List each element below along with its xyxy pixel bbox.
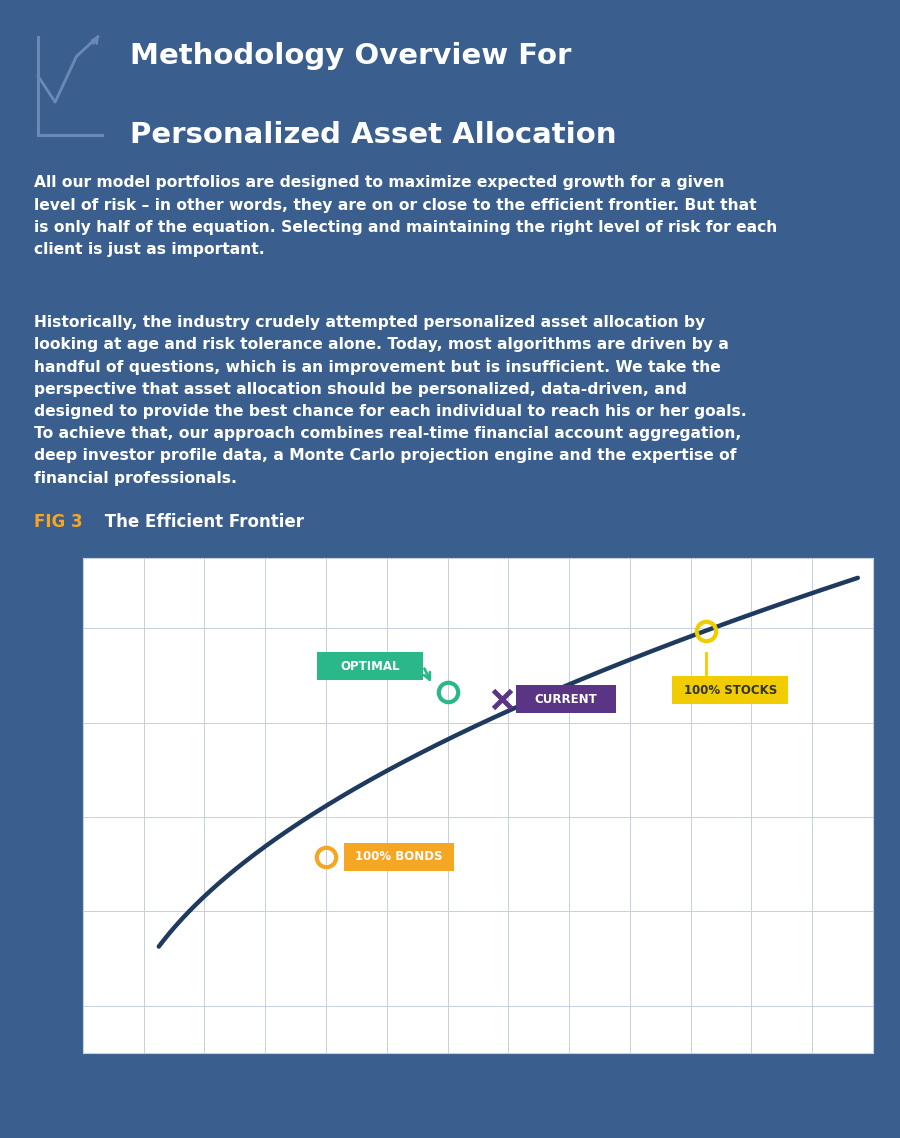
FancyBboxPatch shape <box>344 843 454 871</box>
Text: FIG 3: FIG 3 <box>34 513 83 530</box>
Text: HISTORICAL ANNUAL RETURN >: HISTORICAL ANNUAL RETURN > <box>4 694 17 916</box>
FancyBboxPatch shape <box>317 652 423 681</box>
FancyBboxPatch shape <box>516 685 616 712</box>
Text: 100% STOCKS: 100% STOCKS <box>683 684 777 696</box>
Text: All our model portfolios are designed to maximize expected growth for a given
le: All our model portfolios are designed to… <box>34 175 778 257</box>
Text: HISTORICAL RISK >: HISTORICAL RISK > <box>92 1094 244 1107</box>
FancyBboxPatch shape <box>672 676 788 703</box>
Text: The Efficient Frontier: The Efficient Frontier <box>99 513 304 530</box>
Text: Personalized Asset Allocation: Personalized Asset Allocation <box>130 122 617 149</box>
Text: Historically, the industry crudely attempted personalized asset allocation by
lo: Historically, the industry crudely attem… <box>34 315 747 486</box>
Text: CURRENT: CURRENT <box>535 693 598 706</box>
Text: OPTIMAL: OPTIMAL <box>340 660 400 673</box>
Text: Methodology Overview For: Methodology Overview For <box>130 42 572 71</box>
Text: 100% BONDS: 100% BONDS <box>356 850 443 864</box>
